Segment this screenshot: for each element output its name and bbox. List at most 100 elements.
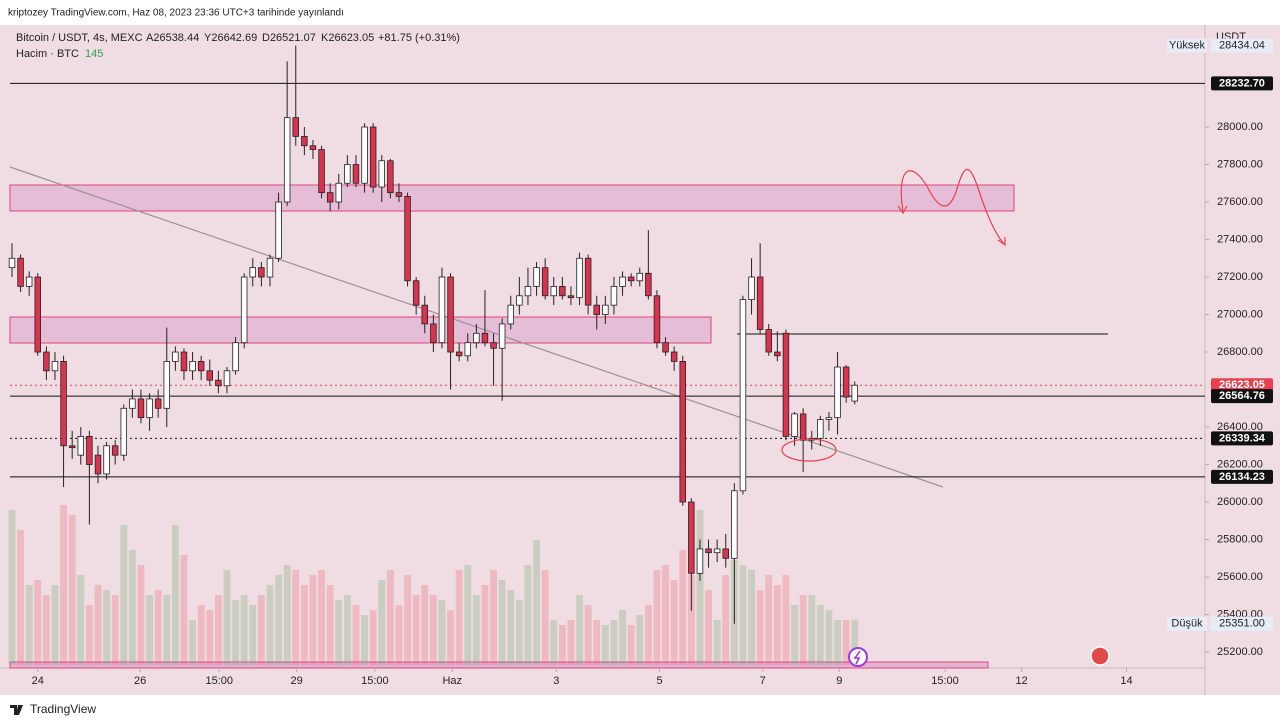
candle-body [498,323,506,349]
volume-label: Hacim · BTC [16,48,79,60]
volume-bar [816,605,824,665]
y-tick-label: 27800.00 [1217,158,1263,170]
volume-bar [34,580,42,665]
x-tick-label: 3 [553,675,559,687]
price-label: 26339.34 [1219,432,1266,444]
volume-bar [447,610,454,665]
candle-body [619,276,626,287]
volume-bar [584,605,592,665]
candle-body [679,361,686,503]
volume-bar [386,570,394,665]
volume-bar [438,600,446,665]
candle-body [541,267,549,297]
volume-bar [490,570,497,665]
volume-bar [541,570,549,665]
candle-body [567,295,575,299]
candle-body [395,192,403,197]
volume-bar [524,565,532,665]
candle-body [103,445,110,475]
volume-bar [412,595,420,665]
x-tick-label: 12 [1015,675,1027,687]
candle-body [223,370,231,387]
price-label: 26134.23 [1219,471,1265,483]
y-tick-label: 26000.00 [1217,496,1263,508]
candle-body [344,164,351,184]
volume-bar [636,615,644,665]
candle-body [94,454,102,475]
volume-bar [421,585,429,665]
volume-bar [326,585,334,665]
volume-bar [343,595,351,665]
candle-body [610,286,618,306]
volume-bar [240,595,248,665]
y-tick-label: 25600.00 [1217,571,1263,583]
candle-body [799,413,807,441]
volume-bar [619,610,626,665]
candle-body [791,413,798,437]
scribble [900,168,1005,245]
drawings [9,166,1108,669]
volume-bar [662,565,669,665]
price-label: 26564.76 [1219,390,1265,402]
candle-body [421,304,428,325]
candle-body [180,351,188,372]
candle-body [387,160,394,194]
volume-bar [739,565,747,665]
candle-body [163,361,171,409]
volume-bar [25,585,33,665]
candle-body [283,117,291,203]
extreme-name-bg [1167,616,1207,631]
candle-body [43,351,50,372]
extreme-value-bg [1211,616,1273,631]
volume-bar [404,575,411,665]
extreme-name: Yüksek [1169,40,1206,52]
volume-bar [361,615,369,665]
volume-bar [765,575,773,665]
candle-body [455,351,463,357]
candle-body [77,436,85,456]
candle-body [447,276,454,353]
candle-body [688,501,695,574]
candle-body [258,267,265,278]
volume-bar [275,575,283,665]
volume-bar [808,595,816,665]
volume-bar [696,510,704,665]
candle-body [481,332,489,344]
volume-bar [610,620,618,665]
volume-bar [395,605,403,665]
candle-body [464,342,471,357]
volume-bar [791,605,798,665]
zone [9,184,1015,212]
symbol: Bitcoin / USDT, 4s, MEXC [16,32,143,44]
volume-bar [111,595,119,665]
volume-bar [77,575,85,665]
zone [9,316,712,344]
event-icon [848,647,868,667]
x-tick-label: 14 [1120,675,1132,687]
candle-body [68,445,76,449]
volume-bar [171,525,179,665]
candle-body [154,398,162,409]
x-tick-label: 5 [656,675,662,687]
candles [8,45,858,624]
candle-body [137,398,145,419]
volume-bar [842,620,850,665]
candle-body [232,342,239,372]
price-label-bg [1211,431,1273,446]
volume-bar [292,570,300,665]
y-tick-label: 27200.00 [1217,271,1263,283]
legend-low: D26521.07 [262,32,316,44]
volume-bar [507,590,515,665]
candle-body [627,276,635,282]
volume-bar [103,590,111,665]
candle-body [25,276,33,287]
candle-body [842,366,850,398]
volume-bar [455,570,463,665]
x-tick-label: 15:00 [205,675,233,687]
y-tick-label: 25200.00 [1217,646,1263,658]
candle-body [206,370,214,381]
y-tick-label: 25800.00 [1217,533,1263,545]
footer: TradingView [30,702,96,716]
candle-body [17,257,24,287]
volume-bar [472,595,480,665]
